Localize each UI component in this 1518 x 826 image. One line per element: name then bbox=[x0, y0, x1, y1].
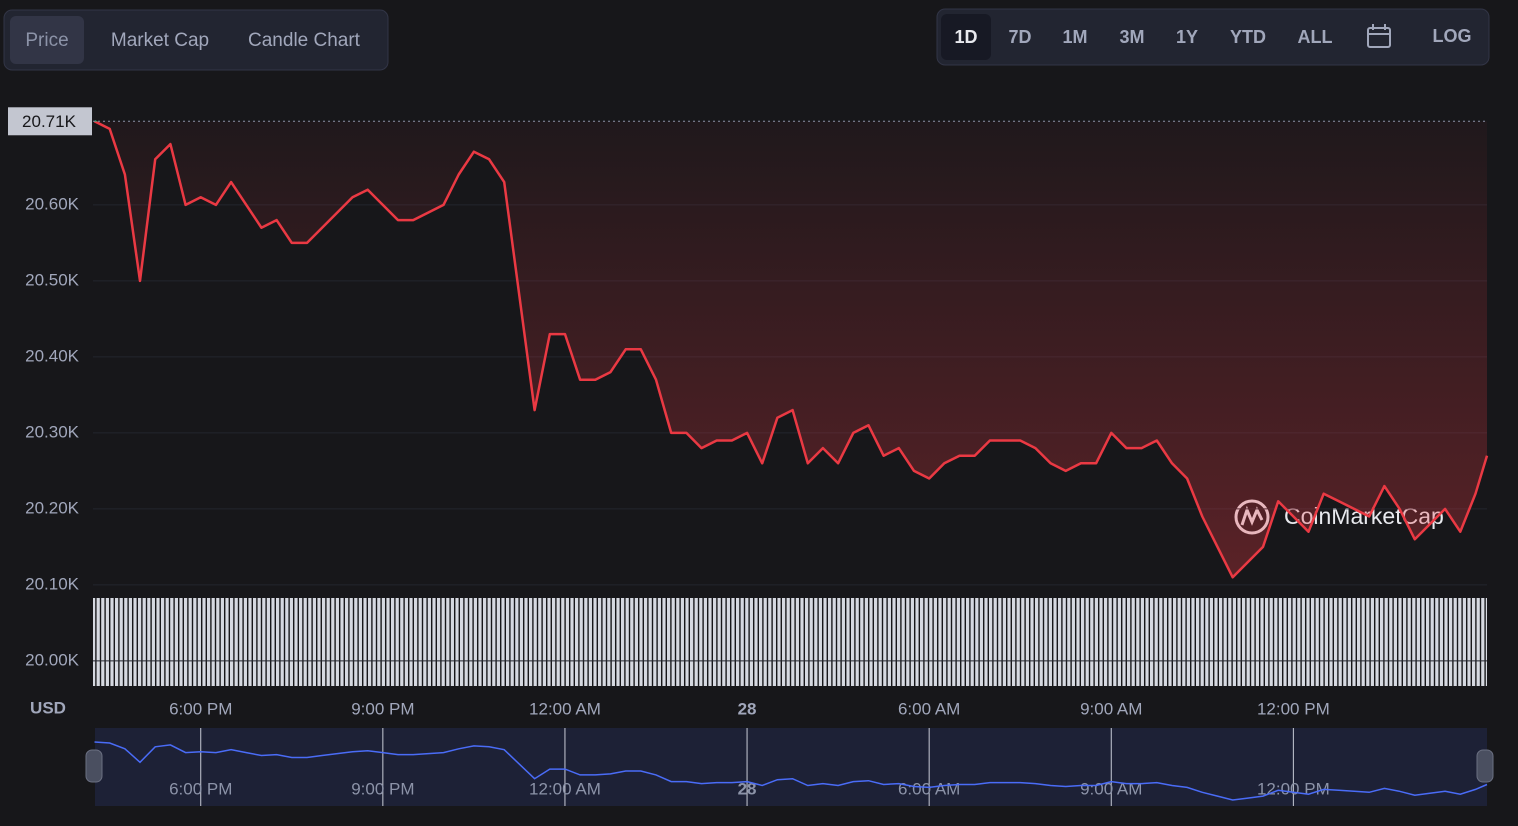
range-button[interactable]: 1D bbox=[954, 27, 977, 47]
y-tick-label: 20.50K bbox=[25, 270, 80, 289]
navigator-tick-label: 9:00 PM bbox=[351, 779, 414, 798]
navigator-tick-label: 6:00 PM bbox=[169, 779, 232, 798]
y-tick-label: 20.10K bbox=[25, 574, 80, 593]
x-tick-label: 12:00 AM bbox=[529, 699, 601, 718]
range-button[interactable]: 3M bbox=[1119, 27, 1144, 47]
navigator bbox=[95, 728, 1487, 806]
navigator-tick-label: 12:00 PM bbox=[1257, 779, 1330, 798]
y-unit: USD bbox=[30, 698, 66, 717]
range-button[interactable]: ALL bbox=[1298, 27, 1333, 47]
tab[interactable]: Price bbox=[25, 30, 68, 51]
x-tick-label: 6:00 AM bbox=[898, 699, 960, 718]
volume-bars bbox=[93, 598, 1487, 686]
y-tick-label: 20.30K bbox=[25, 422, 80, 441]
range-group bbox=[936, 8, 1490, 66]
navigator-handle[interactable] bbox=[1476, 749, 1494, 783]
tab[interactable]: Market Cap bbox=[111, 30, 209, 51]
navigator-line bbox=[94, 741, 1488, 801]
x-tick-label: 12:00 PM bbox=[1257, 699, 1330, 718]
price-line bbox=[93, 120, 1489, 579]
x-tick-label: 9:00 PM bbox=[351, 699, 414, 718]
range-button[interactable]: YTD bbox=[1230, 27, 1266, 47]
area-fill bbox=[94, 121, 1487, 578]
navigator-tick-label: 12:00 AM bbox=[529, 779, 601, 798]
tab[interactable]: Candle Chart bbox=[248, 30, 361, 51]
y-tick-label: 20.60K bbox=[25, 194, 80, 213]
calendar-icon[interactable] bbox=[1367, 24, 1391, 48]
tab-group bbox=[3, 9, 389, 71]
tab-active-bg bbox=[10, 16, 84, 64]
y-tick-label: 20.00K bbox=[25, 650, 80, 669]
log-toggle[interactable]: LOG bbox=[1433, 26, 1472, 46]
range-button[interactable]: 1M bbox=[1062, 27, 1087, 47]
navigator-tick-label: 6:00 AM bbox=[898, 779, 960, 798]
reference-label-bg bbox=[8, 107, 92, 136]
y-tick-label: 20.40K bbox=[25, 346, 80, 365]
navigator-handle[interactable] bbox=[85, 749, 103, 783]
navigator-tick-label: 28 bbox=[738, 779, 757, 798]
x-tick-label: 9:00 AM bbox=[1080, 699, 1142, 718]
reference-label: 20.71K bbox=[22, 112, 77, 131]
range-button[interactable]: 1Y bbox=[1176, 27, 1198, 47]
x-tick-label: 6:00 PM bbox=[169, 699, 232, 718]
range-button[interactable]: 7D bbox=[1008, 27, 1031, 47]
range-active-bg bbox=[941, 14, 991, 60]
x-tick-label: 28 bbox=[738, 699, 757, 718]
y-tick-label: 20.20K bbox=[25, 498, 80, 517]
